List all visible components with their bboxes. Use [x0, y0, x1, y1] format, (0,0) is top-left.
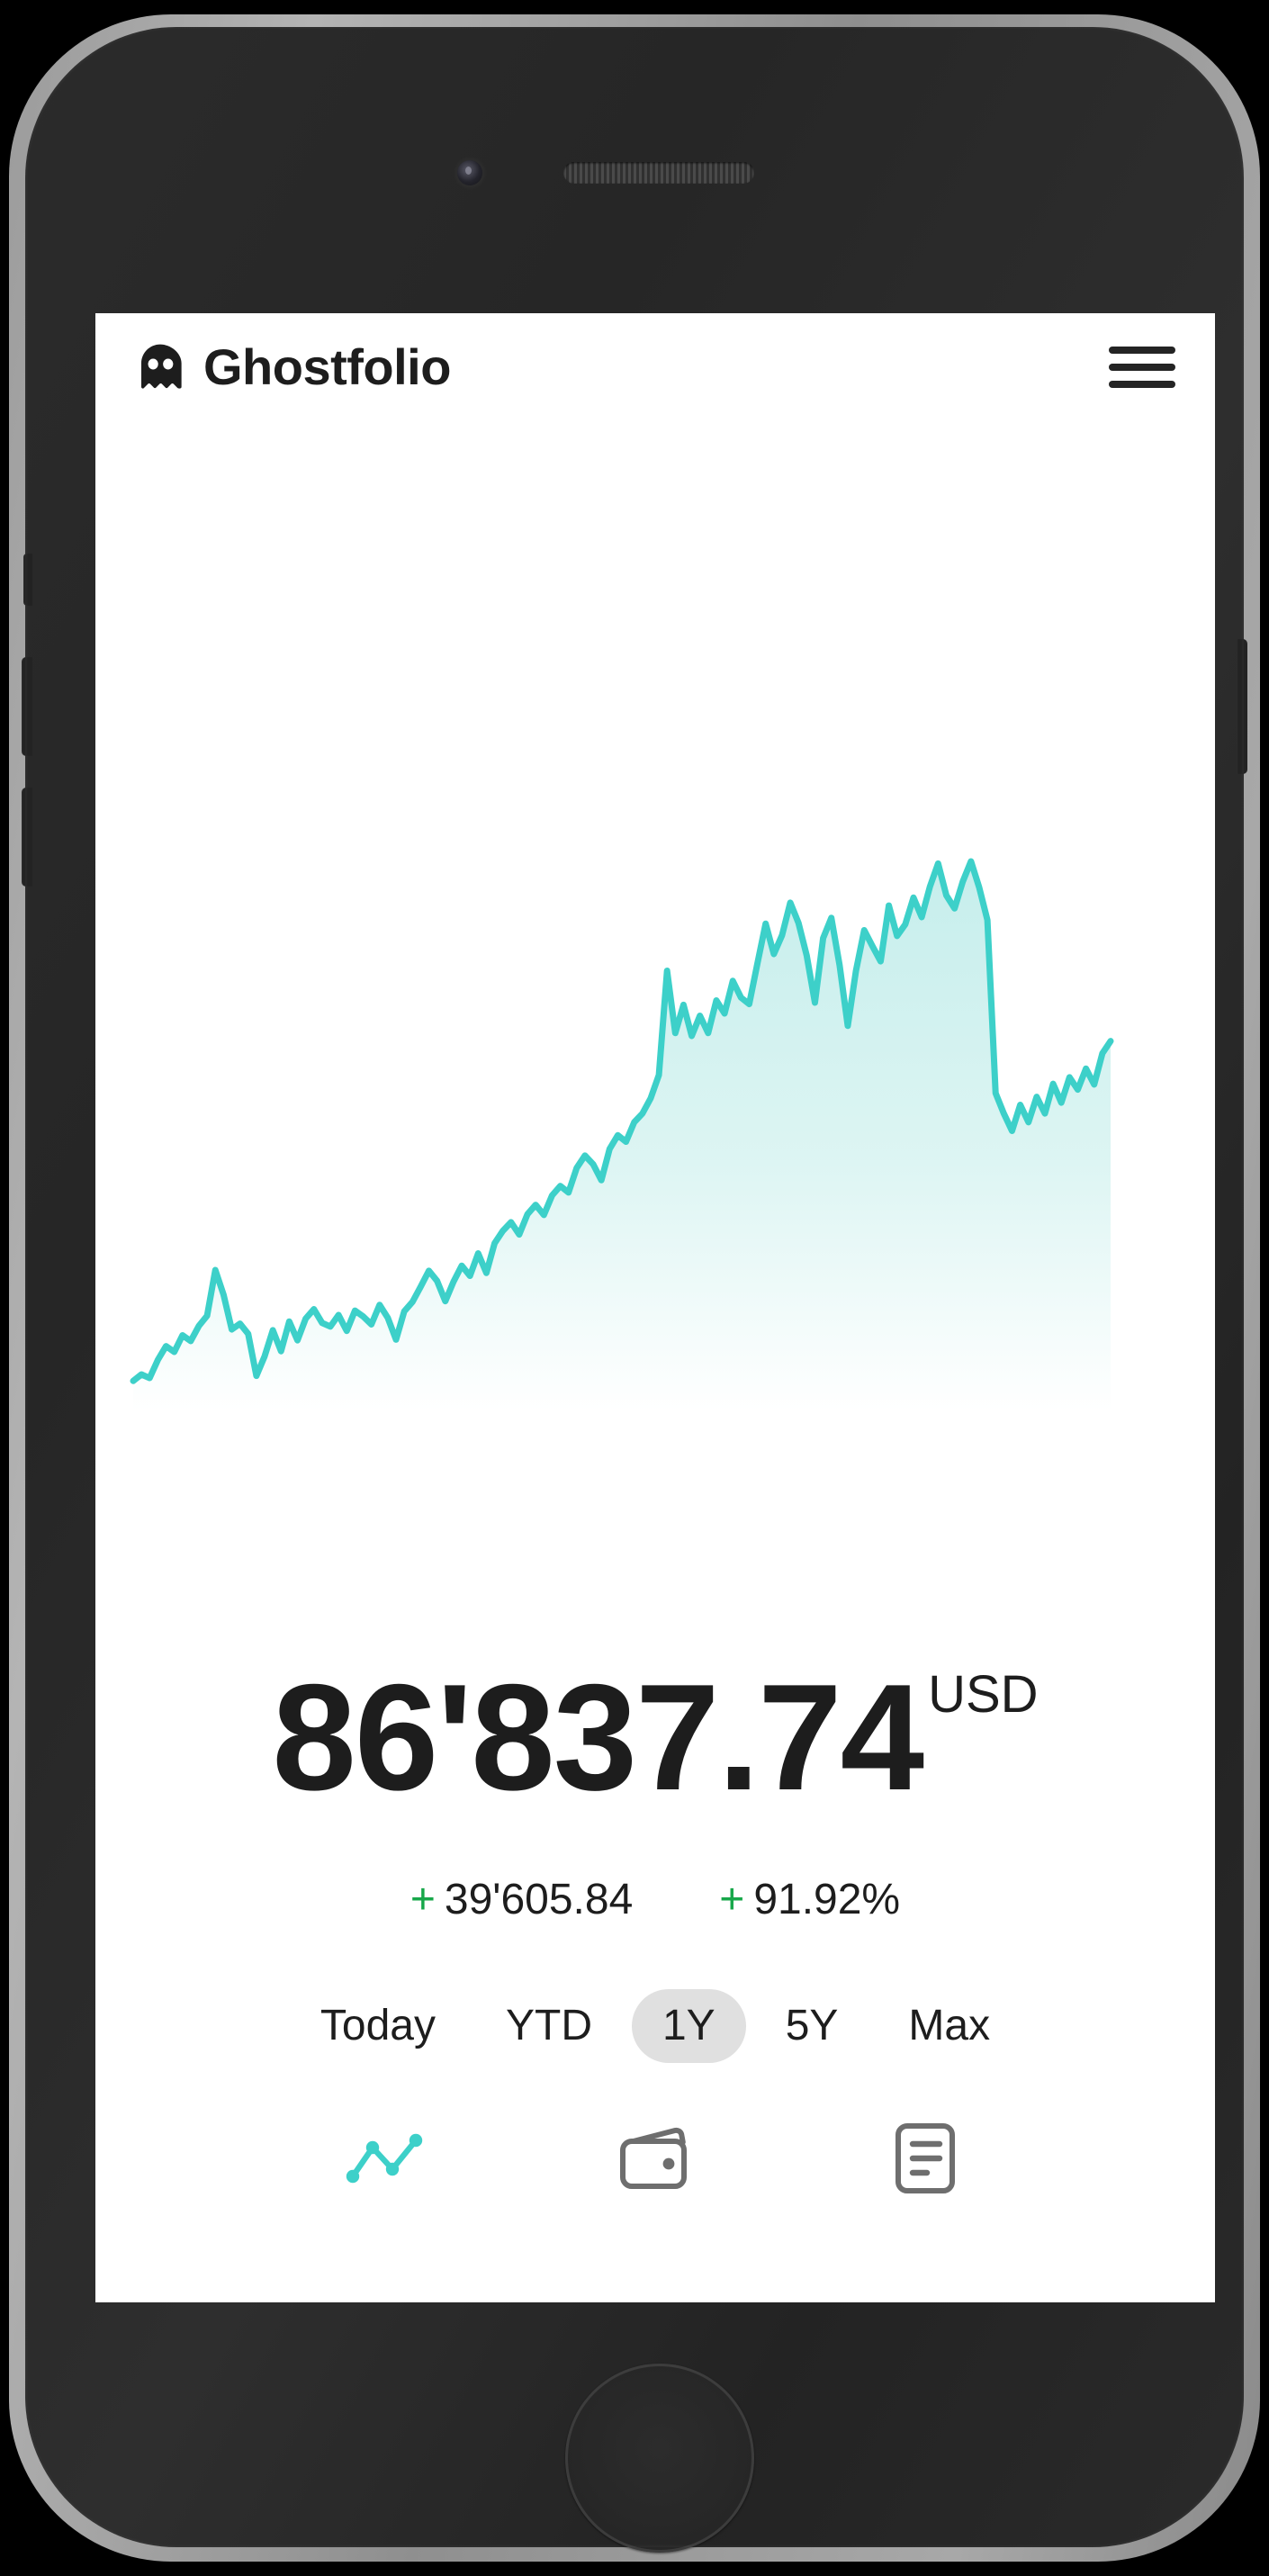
analytics-line-chart-icon	[344, 2127, 427, 2190]
earpiece-speaker	[563, 162, 754, 184]
nav-item-analytics[interactable]	[340, 2113, 430, 2203]
volume-down-button[interactable]	[22, 788, 32, 887]
range-tab-ytd[interactable]: YTD	[505, 2002, 592, 2049]
portfolio-value-line: 86'837.74 USD	[272, 1662, 1038, 1813]
wallet-icon	[616, 2122, 695, 2194]
chart-area-fill	[133, 860, 1111, 1411]
hamburger-bar	[1109, 347, 1175, 354]
phone-outer-frame: Ghostfolio	[9, 14, 1260, 2562]
hamburger-menu-icon[interactable]	[1109, 341, 1175, 393]
hamburger-bar	[1109, 364, 1175, 371]
percent-change-sign: +	[719, 1876, 745, 1923]
absolute-change-value: 39'605.84	[444, 1876, 634, 1923]
range-tab-1y[interactable]: 1Y	[631, 1989, 746, 2064]
range-tab-5y[interactable]: 5Y	[785, 2002, 839, 2049]
front-camera	[457, 160, 482, 185]
percent-change-value: 91.92%	[753, 1876, 901, 1923]
summary-document-icon	[893, 2121, 958, 2196]
portfolio-value: 86'837.74	[272, 1653, 924, 1822]
range-tab-today[interactable]: Today	[320, 2002, 436, 2049]
portfolio-performance-chart[interactable]	[95, 817, 1215, 1411]
ghost-icon	[135, 342, 185, 392]
portfolio-value-block: 86'837.74 USD	[95, 1662, 1215, 1813]
portfolio-currency: USD	[928, 1665, 1039, 1724]
bottom-navigation	[95, 2104, 1215, 2212]
app-header: Ghostfolio	[95, 313, 1215, 421]
phone-body: Ghostfolio	[22, 27, 1247, 2553]
chart-svg	[130, 858, 1114, 1411]
absolute-change: +39'605.84	[410, 1875, 633, 1924]
app-title: Ghostfolio	[203, 338, 451, 395]
hamburger-bar	[1109, 381, 1175, 388]
portfolio-change-row: +39'605.84 +91.92%	[95, 1875, 1215, 1924]
mute-switch[interactable]	[23, 554, 32, 606]
home-button[interactable]	[565, 2364, 754, 2553]
percent-change: +91.92%	[719, 1875, 900, 1924]
phone-screen: Ghostfolio	[95, 313, 1215, 2302]
date-range-tabs[interactable]: Today YTD 1Y 5Y Max	[95, 1989, 1215, 2064]
range-tab-max[interactable]: Max	[908, 2002, 991, 2049]
volume-up-button[interactable]	[22, 657, 32, 756]
chart-line	[130, 858, 1114, 1384]
front-camera-lens	[465, 167, 472, 175]
absolute-change-sign: +	[410, 1876, 436, 1923]
nav-item-summary[interactable]	[880, 2113, 970, 2203]
nav-item-wallet[interactable]	[610, 2113, 700, 2203]
power-button[interactable]	[1237, 639, 1247, 774]
app-brand[interactable]: Ghostfolio	[135, 342, 451, 392]
